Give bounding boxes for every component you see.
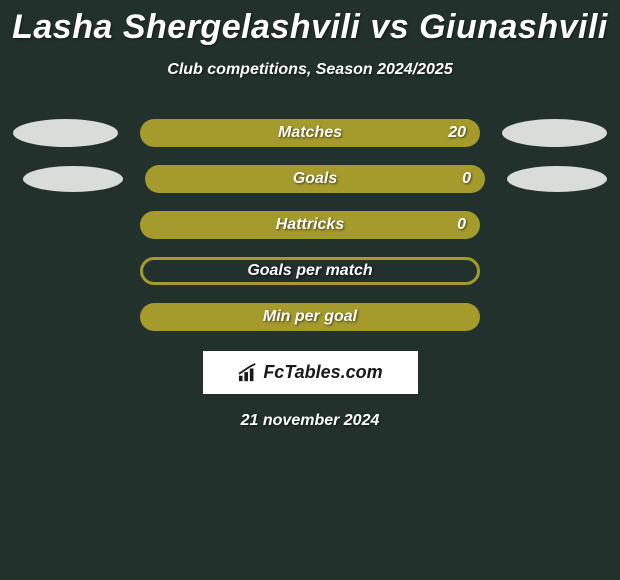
bar-label: Goals (293, 170, 337, 188)
logo-box: FcTables.com (203, 351, 418, 394)
bar-label: Goals per match (247, 262, 372, 280)
subtitle: Club competitions, Season 2024/2025 (0, 61, 620, 79)
bar-label: Min per goal (263, 308, 357, 326)
stat-row: Min per goal (0, 303, 620, 331)
bar-value: 20 (448, 124, 466, 142)
stat-row: Goals 0 (0, 165, 620, 193)
date-text: 21 november 2024 (0, 412, 620, 430)
bar-label: Matches (278, 124, 342, 142)
stat-bar: Goals per match (140, 257, 480, 285)
bar-label: Hattricks (276, 216, 344, 234)
stat-bar: Hattricks 0 (140, 211, 480, 239)
logo-text: FcTables.com (263, 362, 382, 383)
bar-value: 0 (462, 170, 471, 188)
stat-bar: Goals 0 (145, 165, 485, 193)
page-title: Lasha Shergelashvili vs Giunashvili (0, 0, 620, 47)
left-ellipse (13, 119, 118, 147)
bar-value: 0 (457, 216, 466, 234)
left-ellipse (23, 166, 123, 192)
right-ellipse (507, 166, 607, 192)
stat-row: Hattricks 0 (0, 211, 620, 239)
right-ellipse (502, 119, 607, 147)
stat-row: Matches 20 (0, 119, 620, 147)
stat-bar: Min per goal (140, 303, 480, 331)
stat-bar: Matches 20 (140, 119, 480, 147)
chart-icon (237, 363, 259, 383)
stat-row: Goals per match (0, 257, 620, 285)
stats-rows: Matches 20 Goals 0 Hattricks 0 Goals per match… (0, 119, 620, 331)
